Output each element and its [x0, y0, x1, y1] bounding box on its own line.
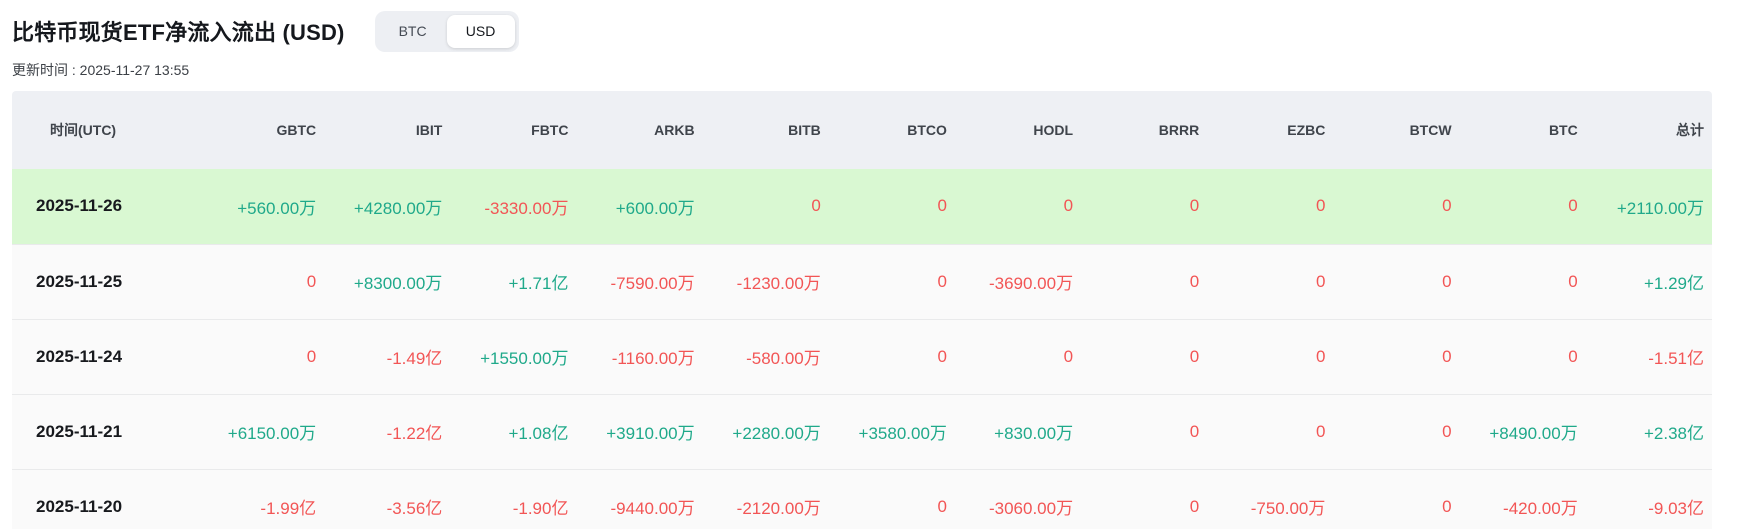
- table-row: 2025-11-24 0 -1.49亿 +1550.00万 -1160.00万 -580.…: [12, 319, 1712, 394]
- cell-fbtc: +1.71亿: [508, 274, 569, 293]
- cell-bitb: -2120.00万: [736, 499, 821, 519]
- cell-btc: 0: [1568, 346, 1578, 366]
- cell-arkb: -9440.00万: [610, 499, 695, 519]
- cell-arkb: -7590.00万: [610, 274, 695, 293]
- cell-gbtc: -1.99亿: [260, 499, 317, 519]
- cell-btco: 0: [937, 346, 947, 366]
- column-header-brrr: BRRR: [1081, 91, 1208, 169]
- etf-flows-table: 时间(UTC) GBTC IBIT FBTC ARKB BITB BTCO HODL BRRR E…: [12, 91, 1712, 529]
- cell-fbtc: -1.90亿: [512, 499, 569, 519]
- column-header-fbtc: FBTC: [450, 91, 577, 169]
- cell-fbtc: -3330.00万: [484, 198, 569, 218]
- cell-btco: 0: [937, 196, 947, 216]
- cell-btcw: 0: [1442, 346, 1452, 366]
- cell-date: 2025-11-24: [36, 346, 123, 366]
- cell-ezbc: -750.00万: [1250, 499, 1326, 519]
- cell-btcw: 0: [1442, 421, 1452, 441]
- cell-arkb: +3910.00万: [606, 424, 695, 443]
- cell-gbtc: 0: [306, 346, 317, 366]
- cell-arkb: -1160.00万: [611, 349, 695, 368]
- cell-ezbc: 0: [1315, 421, 1326, 441]
- cell-date: 2025-11-25: [36, 271, 123, 291]
- cell-gbtc: 0: [306, 271, 317, 291]
- page-title: 比特币现货ETF净流入流出 (USD): [12, 20, 345, 45]
- column-header-btc: BTC: [1459, 91, 1586, 169]
- column-header-hodl: HODL: [954, 91, 1082, 169]
- cell-gbtc: +560.00万: [237, 198, 317, 218]
- cell-hodl: +830.00万: [994, 424, 1074, 443]
- cell-fbtc: +1.08亿: [508, 424, 569, 443]
- cell-fbtc: +1550.00万: [480, 349, 569, 368]
- cell-hodl: -3690.00万: [988, 274, 1074, 293]
- cell-bitb: -580.00万: [746, 349, 821, 368]
- cell-总计: +2.38亿: [1643, 424, 1704, 443]
- table-row: 2025-11-26 +560.00万 +4280.00万 -3330.00万 +600…: [12, 169, 1712, 244]
- cell-btc: 0: [1568, 196, 1578, 216]
- cell-brrr: 0: [1189, 196, 1200, 216]
- cell-总计: +2110.00万: [1616, 198, 1704, 218]
- currency-toggle: BTC USD: [374, 10, 519, 52]
- toggle-usd-button[interactable]: USD: [446, 14, 515, 48]
- cell-btco: 0: [937, 496, 947, 516]
- cell-btcw: 0: [1442, 196, 1452, 216]
- cell-brrr: 0: [1189, 496, 1200, 516]
- cell-date: 2025-11-26: [36, 196, 123, 216]
- table-body: 2025-11-26 +560.00万 +4280.00万 -3330.00万 +600…: [12, 169, 1712, 529]
- column-header-btco: BTCO: [828, 91, 955, 169]
- table-row: 2025-11-20 -1.99亿 -3.56亿 -1.90亿 -9440.00万 -21…: [12, 469, 1712, 529]
- cell-btc: -420.00万: [1503, 499, 1578, 519]
- cell-brrr: 0: [1189, 346, 1200, 366]
- column-header-总计: 总计: [1585, 91, 1712, 169]
- column-header-arkb: ARKB: [576, 91, 703, 169]
- cell-date: 2025-11-21: [36, 421, 123, 441]
- cell-ezbc: 0: [1315, 271, 1326, 291]
- cell-hodl: 0: [1063, 196, 1074, 216]
- cell-gbtc: +6150.00万: [227, 424, 317, 443]
- cell-bitb: +2280.00万: [732, 424, 821, 443]
- cell-btcw: 0: [1442, 271, 1452, 291]
- table-row: 2025-11-21 +6150.00万 -1.22亿 +1.08亿 +3910.00万…: [12, 394, 1712, 469]
- cell-总计: +1.29亿: [1643, 274, 1704, 293]
- column-header-ibit: IBIT: [324, 91, 451, 169]
- cell-hodl: -3060.00万: [988, 499, 1074, 519]
- cell-date: 2025-11-20: [36, 496, 123, 516]
- cell-ibit: -1.22亿: [386, 424, 443, 443]
- column-header-bitb: BITB: [702, 91, 829, 169]
- cell-hodl: 0: [1063, 346, 1074, 366]
- cell-ezbc: 0: [1315, 346, 1326, 366]
- cell-btcw: 0: [1442, 496, 1452, 516]
- toggle-btc-button[interactable]: BTC: [398, 23, 427, 39]
- table-row: 2025-11-25 0 +8300.00万 +1.71亿 -7590.00万 -1230…: [12, 244, 1712, 319]
- cell-btc: 0: [1568, 271, 1578, 291]
- cell-btco: +3580.00万: [858, 424, 947, 443]
- cell-bitb: -1230.00万: [736, 274, 821, 293]
- column-header-time: 时间(UTC): [12, 91, 198, 169]
- cell-ibit: -1.49亿: [386, 349, 443, 368]
- cell-brrr: 0: [1189, 271, 1200, 291]
- cell-ibit: +4280.00万: [353, 198, 443, 218]
- cell-总计: -1.51亿: [1648, 349, 1704, 368]
- header-bar: 比特币现货ETF净流入流出 (USD) BTC USD: [12, 0, 1727, 54]
- cell-ezbc: 0: [1315, 196, 1326, 216]
- cell-ibit: +8300.00万: [353, 274, 443, 293]
- cell-总计: -9.03亿: [1648, 499, 1704, 519]
- cell-brrr: 0: [1189, 421, 1200, 441]
- cell-btc: +8490.00万: [1489, 424, 1578, 443]
- column-header-gbtc: GBTC: [198, 91, 325, 169]
- table-header-row: 时间(UTC) GBTC IBIT FBTC ARKB BITB BTCO HODL BRRR E…: [12, 91, 1712, 169]
- column-header-btcw: BTCW: [1333, 91, 1460, 169]
- update-time-label: 更新时间 : 2025-11-27 13:55: [12, 62, 190, 78]
- cell-btco: 0: [937, 271, 947, 291]
- cell-bitb: 0: [811, 196, 821, 216]
- cell-arkb: +600.00万: [615, 198, 695, 218]
- cell-ibit: -3.56亿: [386, 499, 443, 519]
- column-header-ezbc: EZBC: [1207, 91, 1334, 169]
- table-header: 时间(UTC) GBTC IBIT FBTC ARKB BITB BTCO HODL BRRR E…: [12, 91, 1712, 169]
